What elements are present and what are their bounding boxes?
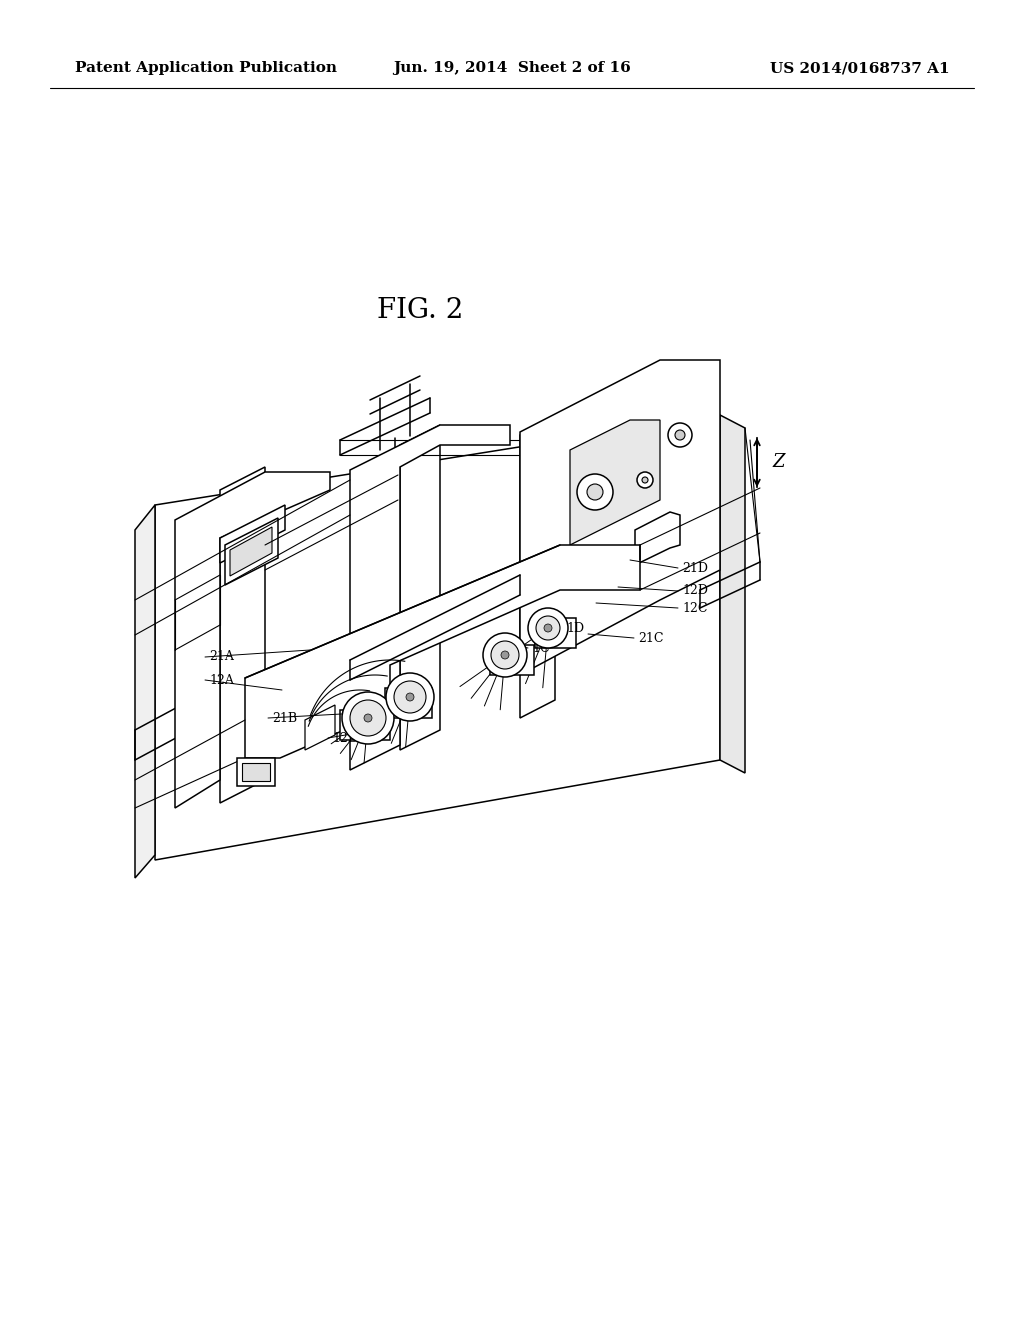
Polygon shape — [305, 705, 335, 750]
Text: US 2014/0168737 A1: US 2014/0168737 A1 — [770, 61, 950, 75]
Polygon shape — [385, 688, 432, 718]
Text: 1B: 1B — [391, 686, 409, 700]
Polygon shape — [400, 425, 440, 750]
Circle shape — [342, 692, 394, 744]
Bar — [237, 758, 275, 785]
Text: 12B: 12B — [332, 731, 357, 744]
Polygon shape — [720, 414, 745, 774]
Polygon shape — [245, 545, 640, 758]
Text: 1C: 1C — [532, 642, 550, 655]
Circle shape — [587, 484, 603, 500]
Bar — [242, 763, 270, 781]
Polygon shape — [225, 517, 278, 585]
Circle shape — [386, 673, 434, 721]
Text: Patent Application Publication: Patent Application Publication — [75, 61, 337, 75]
Polygon shape — [535, 618, 575, 648]
Circle shape — [490, 642, 519, 669]
Text: 12D: 12D — [682, 585, 708, 598]
Text: FIG. 2: FIG. 2 — [377, 297, 463, 323]
Polygon shape — [520, 360, 720, 675]
Circle shape — [528, 609, 568, 648]
Circle shape — [577, 474, 613, 510]
Polygon shape — [155, 414, 720, 861]
Circle shape — [668, 422, 692, 447]
Polygon shape — [175, 473, 330, 808]
Text: 1D: 1D — [566, 622, 584, 635]
Text: 21A: 21A — [209, 651, 233, 664]
Text: Jun. 19, 2014  Sheet 2 of 16: Jun. 19, 2014 Sheet 2 of 16 — [393, 61, 631, 75]
Polygon shape — [520, 417, 555, 718]
Circle shape — [544, 624, 552, 632]
Polygon shape — [490, 645, 534, 675]
Circle shape — [394, 681, 426, 713]
Text: 21C: 21C — [638, 631, 664, 644]
Polygon shape — [570, 420, 660, 545]
Circle shape — [536, 616, 560, 640]
Polygon shape — [340, 710, 390, 741]
Polygon shape — [230, 527, 272, 576]
Polygon shape — [220, 467, 265, 803]
Polygon shape — [220, 506, 285, 564]
Text: Z: Z — [772, 453, 784, 471]
Circle shape — [642, 477, 648, 483]
Circle shape — [350, 700, 386, 737]
Polygon shape — [635, 512, 680, 565]
Circle shape — [483, 634, 527, 677]
Text: 21B: 21B — [272, 711, 297, 725]
Circle shape — [364, 714, 372, 722]
Circle shape — [501, 651, 509, 659]
Text: 12A: 12A — [209, 673, 233, 686]
Text: 21D: 21D — [682, 561, 708, 574]
Text: 1A: 1A — [372, 706, 389, 719]
Polygon shape — [350, 425, 510, 770]
Circle shape — [406, 693, 414, 701]
Text: 12C: 12C — [682, 602, 708, 615]
Polygon shape — [135, 506, 155, 878]
Circle shape — [637, 473, 653, 488]
Circle shape — [675, 430, 685, 440]
